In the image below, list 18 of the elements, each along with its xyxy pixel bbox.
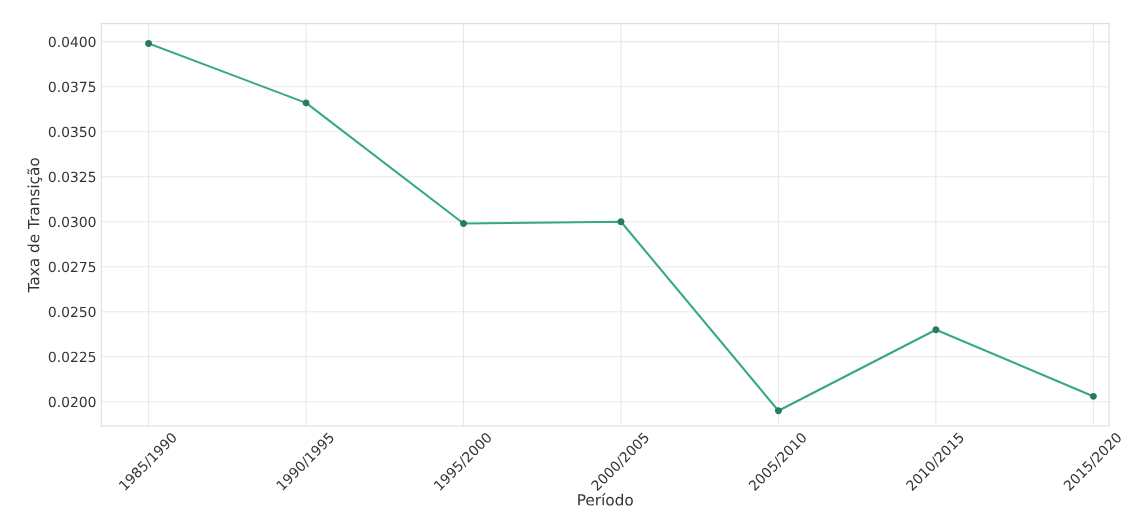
point — [460, 220, 467, 227]
y-tick-label: 0.0375 — [48, 81, 96, 93]
point — [932, 326, 940, 334]
point — [774, 407, 782, 415]
x-axis-title: Período — [578, 493, 633, 506]
y-axis-title: Taxa de Transição — [27, 158, 43, 293]
y-tick-label: 0.0200 — [48, 396, 96, 408]
y-tick-label: 0.0300 — [48, 216, 96, 228]
y-tick-label: 0.0275 — [48, 261, 96, 273]
y-tick-label: 0.0400 — [48, 36, 96, 48]
y-tick-label: 0.0350 — [48, 126, 96, 138]
point — [145, 40, 153, 47]
y-tick-label: 0.0225 — [48, 351, 96, 363]
point — [302, 99, 310, 107]
y-tick-label: 0.0250 — [48, 306, 96, 318]
y-tick-label: 0.0325 — [48, 171, 96, 183]
point — [1089, 392, 1097, 400]
point — [617, 218, 625, 226]
